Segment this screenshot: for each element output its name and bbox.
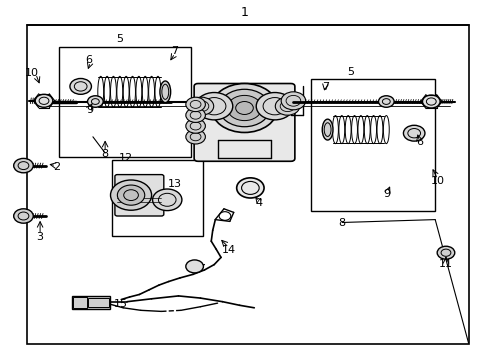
Circle shape <box>436 246 454 259</box>
Circle shape <box>185 130 205 144</box>
Circle shape <box>35 94 53 107</box>
Circle shape <box>219 89 269 127</box>
Circle shape <box>403 125 424 141</box>
Circle shape <box>236 178 264 198</box>
Text: 12: 12 <box>119 153 133 163</box>
FancyBboxPatch shape <box>194 84 294 161</box>
Circle shape <box>185 97 205 112</box>
Text: 11: 11 <box>438 258 452 269</box>
Circle shape <box>117 185 144 205</box>
Circle shape <box>281 92 305 110</box>
Bar <box>73 297 87 308</box>
Text: 10: 10 <box>25 68 39 78</box>
Text: 14: 14 <box>222 245 235 255</box>
Text: 15: 15 <box>114 299 128 309</box>
Bar <box>310 79 434 211</box>
Bar <box>59 47 190 157</box>
Circle shape <box>256 93 293 120</box>
Bar <box>112 160 203 236</box>
Text: 5: 5 <box>116 33 123 44</box>
Circle shape <box>14 209 33 223</box>
Circle shape <box>211 84 277 132</box>
Text: 2: 2 <box>53 162 60 172</box>
Circle shape <box>152 189 182 211</box>
Bar <box>72 296 110 309</box>
Text: 3: 3 <box>37 232 43 242</box>
Text: 7: 7 <box>171 46 178 56</box>
Text: 1: 1 <box>240 6 248 19</box>
Text: 4: 4 <box>255 198 262 208</box>
Bar <box>27 25 468 344</box>
Text: 5: 5 <box>347 67 354 77</box>
Circle shape <box>185 260 203 273</box>
Circle shape <box>110 180 151 210</box>
Ellipse shape <box>160 81 170 103</box>
Circle shape <box>422 95 439 108</box>
Circle shape <box>195 93 232 120</box>
Circle shape <box>185 108 205 122</box>
Circle shape <box>275 97 299 115</box>
Text: 9: 9 <box>383 189 390 199</box>
Text: 8: 8 <box>338 218 345 228</box>
Text: 6: 6 <box>415 137 422 147</box>
Circle shape <box>378 96 393 107</box>
Ellipse shape <box>322 119 332 140</box>
Circle shape <box>87 96 103 107</box>
Circle shape <box>185 119 205 133</box>
Text: 13: 13 <box>168 179 182 189</box>
Bar <box>88 298 108 307</box>
Circle shape <box>70 78 91 94</box>
Text: 8: 8 <box>102 149 108 159</box>
Text: 7: 7 <box>321 82 328 92</box>
Circle shape <box>189 97 213 115</box>
FancyBboxPatch shape <box>115 175 163 216</box>
Circle shape <box>14 158 33 173</box>
Text: 6: 6 <box>85 55 92 66</box>
Text: 9: 9 <box>86 105 93 115</box>
Text: 10: 10 <box>430 176 444 186</box>
Circle shape <box>227 95 261 121</box>
